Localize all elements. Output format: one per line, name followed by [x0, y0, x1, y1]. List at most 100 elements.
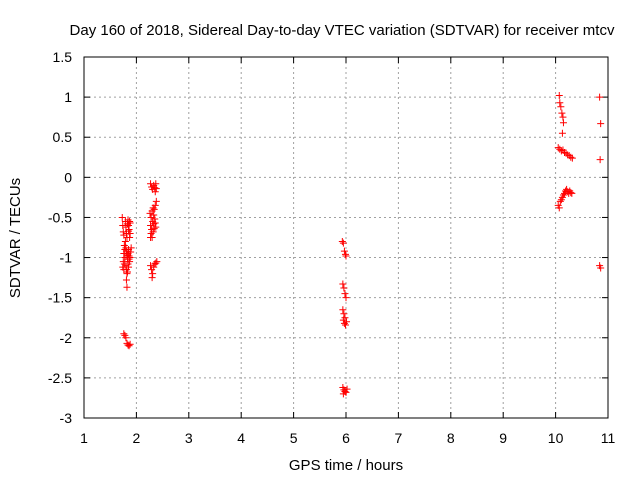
data-point [149, 270, 157, 278]
data-point [121, 238, 129, 246]
data-point [341, 290, 349, 298]
x-axis-label: GPS time / hours [289, 457, 403, 474]
data-point [152, 223, 160, 231]
data-point [120, 330, 128, 338]
data-point [338, 238, 346, 246]
data-point [151, 184, 159, 192]
data-point [339, 239, 347, 247]
data-point [596, 156, 604, 164]
x-tick-label: 7 [395, 430, 403, 446]
data-point [149, 228, 157, 236]
y-tick-label: -2.5 [48, 370, 72, 386]
data-point [343, 318, 351, 326]
x-tick-label: 9 [499, 430, 507, 446]
y-axis-label: SDTVAR / TECUs [7, 178, 24, 298]
data-point [125, 225, 133, 233]
x-tick-label: 5 [290, 430, 298, 446]
y-tick-label: 1.5 [53, 49, 73, 65]
y-tick-label: 0.5 [53, 129, 73, 145]
y-tick-label: -2 [60, 330, 73, 346]
data-point [557, 147, 565, 155]
data-point [558, 109, 566, 117]
data-point [126, 234, 134, 241]
data-point [150, 211, 158, 219]
data-point [150, 205, 158, 213]
data-point [127, 248, 135, 256]
data-point [556, 145, 564, 153]
data-point [559, 113, 567, 121]
y-tick-labels: 1.5 1 0.5 0 -0.5 -1 -1.5 -2 -2.5 -3 [48, 49, 72, 426]
data-point [596, 93, 604, 101]
data-point [122, 334, 130, 342]
data-point [148, 274, 156, 282]
data-point [555, 204, 563, 212]
y-tick-label: -1.5 [48, 290, 72, 306]
data-point [558, 129, 566, 137]
data-point [340, 284, 348, 292]
data-point [119, 228, 127, 236]
data-point [567, 189, 575, 197]
data-point [568, 189, 576, 197]
data-point [559, 191, 567, 199]
data-point [147, 262, 155, 270]
x-tick-label: 8 [447, 430, 455, 446]
data-point [153, 258, 161, 266]
data-point [340, 310, 348, 318]
data-point [340, 247, 348, 255]
data-point [152, 185, 160, 193]
y-tick-label: 0 [64, 169, 72, 185]
data-point [126, 340, 134, 348]
data-point [123, 268, 131, 276]
data-point [597, 264, 605, 272]
data-point [341, 321, 349, 329]
data-points [118, 92, 605, 398]
x-tick-label: 10 [548, 430, 564, 446]
data-point [151, 215, 159, 223]
data-point [151, 219, 159, 227]
data-point [123, 270, 131, 278]
data-point [126, 219, 134, 227]
data-point [120, 260, 128, 268]
data-point [339, 306, 347, 314]
data-point [567, 153, 575, 161]
data-point [554, 144, 562, 152]
data-point [342, 294, 350, 302]
data-point [152, 197, 160, 205]
data-point [152, 180, 160, 188]
data-point [150, 263, 158, 271]
data-point [556, 197, 564, 205]
data-point [147, 221, 155, 229]
data-point [151, 188, 159, 196]
data-point [126, 217, 134, 225]
x-tick-label: 11 [601, 430, 616, 446]
y-tick-label: -3 [60, 410, 73, 426]
data-point [127, 244, 135, 252]
x-tick-label: 3 [185, 430, 193, 446]
data-point [568, 154, 576, 162]
data-point [126, 254, 134, 262]
data-point [557, 103, 565, 111]
data-point [120, 250, 128, 258]
data-point [342, 252, 350, 260]
plot-border [83, 56, 609, 419]
data-point [339, 390, 347, 398]
x-tick-label: 4 [237, 430, 245, 446]
data-point [123, 283, 131, 291]
y-tick-label: -1 [60, 250, 73, 266]
x-tick-labels: 1 2 3 4 5 6 7 8 9 10 11 [80, 430, 615, 446]
data-point [147, 234, 155, 241]
data-point [555, 92, 563, 100]
data-point [152, 259, 160, 267]
data-point [597, 120, 605, 128]
data-point [341, 314, 349, 322]
data-point [559, 119, 567, 127]
data-point [125, 227, 133, 235]
data-point [118, 213, 126, 221]
data-point [125, 342, 133, 350]
data-point [343, 385, 351, 393]
data-point [125, 263, 133, 271]
x-tick-label: 2 [133, 430, 141, 446]
x-tick-label: 6 [342, 430, 350, 446]
